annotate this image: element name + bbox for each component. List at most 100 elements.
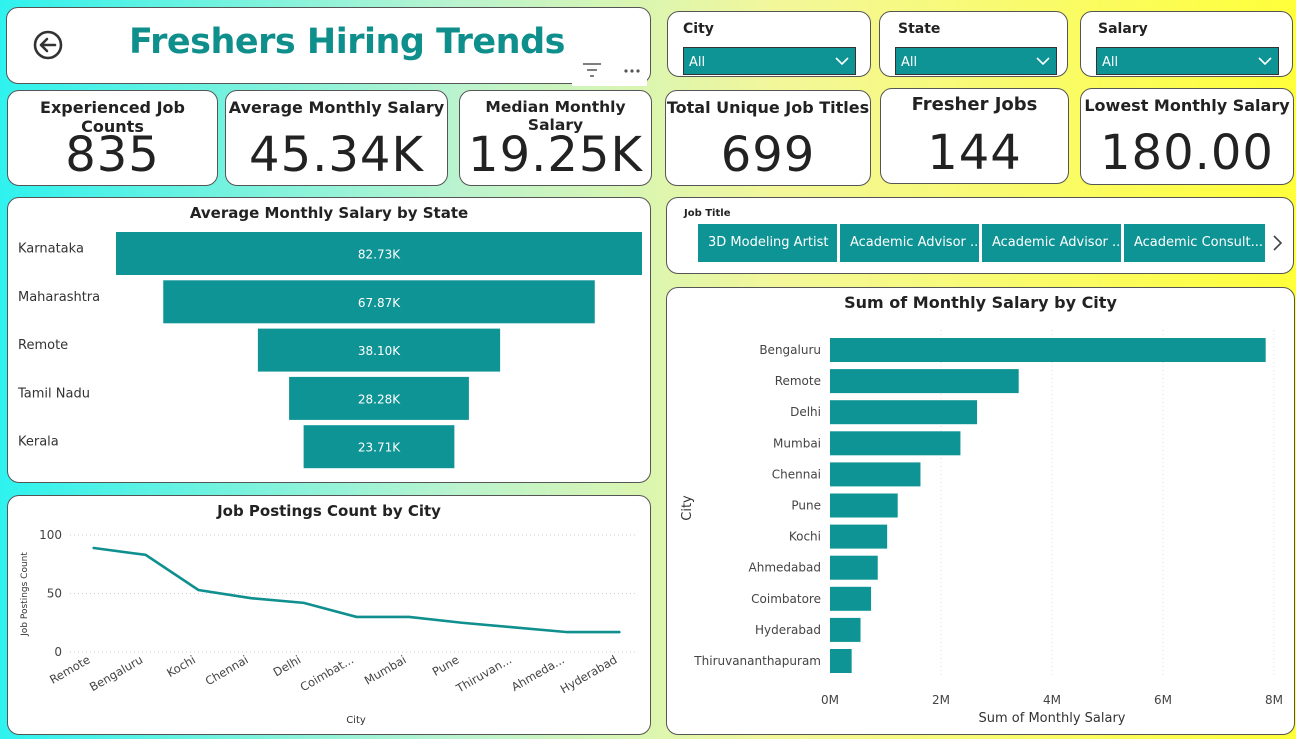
category-label: Kochi [789, 530, 821, 544]
bar [830, 555, 878, 580]
kpi-label: Total Unique Job Titles [666, 98, 870, 117]
slicer-salary: Salary All [1080, 11, 1293, 77]
x-tick-label: Coimbat... [298, 652, 356, 694]
bar [830, 431, 961, 456]
back-arrow-icon [33, 30, 63, 60]
x-tick-label: 0M [821, 693, 839, 707]
x-tick-label: 8M [1265, 693, 1283, 707]
dropdown-value: All [901, 55, 918, 70]
data-label: 28.28K [358, 392, 401, 406]
data-point [566, 631, 569, 633]
category-label: Karnataka [18, 242, 84, 257]
kpi-value: 180.00 [1100, 125, 1274, 181]
bar [830, 493, 898, 518]
visual-toolbar [572, 54, 647, 86]
slicer-label: Salary [1098, 21, 1148, 37]
x-tick-label: Ahmeda... [509, 652, 567, 693]
data-point [92, 547, 94, 549]
kpi-value: 45.34K [249, 127, 424, 183]
bar [830, 369, 1019, 394]
y-tick-label: 100 [39, 528, 62, 542]
chart-title: Job Postings Count by City [217, 502, 441, 520]
salary-dropdown[interactable]: All [1096, 47, 1279, 75]
kpi-lowest-monthly-salary: Lowest Monthly Salary 180.00 [1080, 88, 1294, 185]
data-point [144, 554, 147, 556]
bar [830, 400, 978, 425]
city-dropdown[interactable]: All [683, 47, 856, 75]
category-label: Hyderabad [755, 623, 821, 637]
category-label: Thiruvananthapuram [693, 654, 821, 668]
data-point [250, 597, 252, 599]
kpi-value: 699 [720, 127, 816, 183]
kpi-label: Fresher Jobs [911, 94, 1038, 115]
category-label: Coimbatore [751, 592, 821, 606]
job-title-item[interactable]: Academic Advisor ... [982, 224, 1121, 262]
x-tick-label: Thiruvan... [453, 652, 514, 695]
funnel-bar [116, 232, 642, 275]
chevron-down-icon [1036, 57, 1050, 66]
category-label: Bengaluru [759, 343, 821, 357]
job-title-item[interactable]: Academic Advisor ... [840, 224, 979, 262]
y-tick-label: 0 [54, 645, 62, 659]
category-label: Maharashtra [18, 290, 100, 305]
job-postings-by-city-chart: Job Postings Count by City 0 50 100 Remote B… [7, 495, 651, 735]
x-tick-label: 6M [1154, 693, 1172, 707]
data-point [355, 616, 358, 618]
slicer-state: State All [879, 11, 1068, 77]
kpi-label: Average Monthly Salary [228, 98, 445, 117]
kpi-experienced-job-counts: Experienced Job Counts 835 [7, 90, 218, 186]
page-title: Freshers Hiring Trends [129, 22, 565, 62]
back-button[interactable] [31, 28, 65, 62]
category-label: Chennai [772, 467, 821, 481]
data-point [408, 616, 411, 618]
avg-salary-by-state-chart: Average Monthly Salary by State Karnatak… [7, 197, 651, 483]
job-title-item[interactable]: Academic Consult... [1124, 224, 1265, 262]
bar [830, 617, 861, 642]
category-label: Ahmedabad [749, 561, 821, 575]
category-label: Mumbai [773, 436, 821, 450]
y-axis-label: Job Postings Count [20, 552, 30, 637]
category-label: Tamil Nadu [17, 386, 90, 401]
kpi-median-monthly-salary: Median Monthly Salary 19.25K [459, 90, 652, 186]
x-tick-label: Hyderabad [558, 652, 620, 696]
kpi-value: 144 [927, 125, 1022, 181]
x-tick-label: Delhi [271, 652, 304, 679]
kpi-label: Experienced Job Counts [40, 98, 185, 136]
slicer-label: City [683, 21, 714, 37]
kpi-average-monthly-salary: Average Monthly Salary 45.34K [225, 90, 448, 186]
chevron-down-icon [1258, 57, 1272, 66]
job-title-item[interactable]: 3D Modeling Artist [698, 224, 837, 262]
chart-title: Average Monthly Salary by State [189, 204, 469, 222]
bar [830, 338, 1266, 362]
x-tick-label: Mumbai [362, 652, 409, 687]
dropdown-value: All [689, 55, 706, 70]
state-dropdown[interactable]: All [895, 47, 1057, 75]
funnel-bar [303, 425, 455, 469]
x-tick-label: 4M [1043, 693, 1061, 707]
slicer-city: City All [667, 11, 871, 77]
kpi-total-unique-job-titles: Total Unique Job Titles 699 [665, 90, 871, 186]
data-point [461, 621, 463, 624]
category-label: Delhi [790, 405, 821, 419]
bar-chart-svg: 0M 2M 4M 6M 8M Bengaluru Remote Delhi Mumbai Chen… [680, 330, 1283, 726]
funnel-chart-svg: Karnataka 82.73K Maharashtra 67.87K Remote 38… [17, 232, 642, 469]
x-tick-label: Pune [430, 652, 462, 678]
y-tick-label: 50 [47, 587, 62, 601]
chart-title: Sum of Monthly Salary by City [844, 293, 1117, 312]
slicer-label: State [898, 21, 941, 37]
chevron-right-icon[interactable] [1271, 234, 1283, 252]
category-label: Remote [18, 338, 68, 353]
series-line [92, 546, 620, 634]
kpi-label: Lowest Monthly Salary [1084, 96, 1290, 115]
job-title-slicer: Job Title 3D Modeling Artist Academic Ad… [666, 197, 1294, 274]
data-point [303, 602, 305, 604]
more-options-icon[interactable] [622, 62, 642, 78]
y-axis-label: City [680, 495, 695, 521]
dropdown-value: All [1102, 55, 1119, 70]
category-label: Pune [791, 499, 821, 513]
bar [830, 586, 872, 611]
filter-icon[interactable] [582, 62, 602, 78]
data-point [513, 626, 516, 629]
x-axis-label: Sum of Monthly Salary [979, 711, 1126, 726]
